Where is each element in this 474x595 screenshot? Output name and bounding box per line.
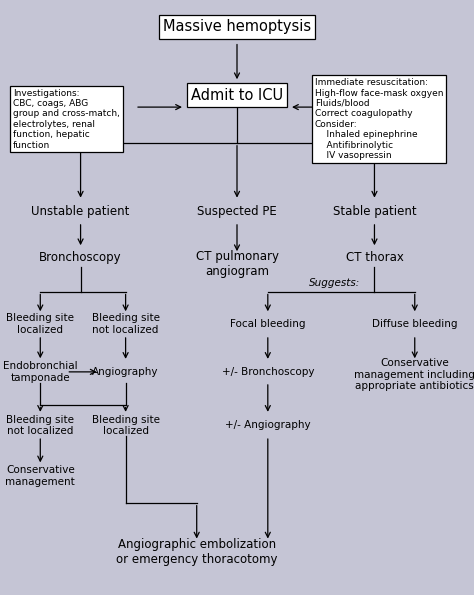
Text: Admit to ICU: Admit to ICU: [191, 87, 283, 103]
Text: CT pulmonary
angiogram: CT pulmonary angiogram: [195, 250, 279, 278]
Text: Suspected PE: Suspected PE: [197, 205, 277, 218]
Text: Bleeding site
localized: Bleeding site localized: [6, 314, 74, 335]
Text: CT thorax: CT thorax: [346, 251, 403, 264]
Text: Suggests:: Suggests:: [309, 278, 360, 288]
Text: Focal bleeding: Focal bleeding: [230, 320, 306, 329]
Text: Unstable patient: Unstable patient: [31, 205, 130, 218]
Text: Conservative
management: Conservative management: [5, 465, 75, 487]
Text: Investigations:
CBC, coags, ABG
group and cross-match,
electrolytes, renal
funct: Investigations: CBC, coags, ABG group an…: [13, 89, 120, 149]
Text: Massive hemoptysis: Massive hemoptysis: [163, 19, 311, 35]
Text: Diffuse bleeding: Diffuse bleeding: [372, 320, 457, 329]
Text: Endobronchial
tamponade: Endobronchial tamponade: [3, 361, 78, 383]
Text: Bronchoscopy: Bronchoscopy: [39, 251, 122, 264]
Text: Bleeding site
not localized: Bleeding site not localized: [6, 415, 74, 436]
Text: Bleeding site
not localized: Bleeding site not localized: [91, 314, 160, 335]
Text: Bleeding site
localized: Bleeding site localized: [91, 415, 160, 436]
Text: Angiography: Angiography: [92, 367, 159, 377]
Text: Angiographic embolization
or emergency thoracotomy: Angiographic embolization or emergency t…: [116, 538, 277, 566]
Text: Stable patient: Stable patient: [333, 205, 416, 218]
Text: +/- Bronchoscopy: +/- Bronchoscopy: [221, 367, 314, 377]
Text: Immediate resuscitation:
High-flow face-mask oxgyen
Fluids/blood
Correct coagulo: Immediate resuscitation: High-flow face-…: [315, 78, 444, 160]
Text: +/- Angiography: +/- Angiography: [225, 421, 310, 430]
Text: Conservative
management including
appropriate antibiotics: Conservative management including approp…: [354, 358, 474, 392]
